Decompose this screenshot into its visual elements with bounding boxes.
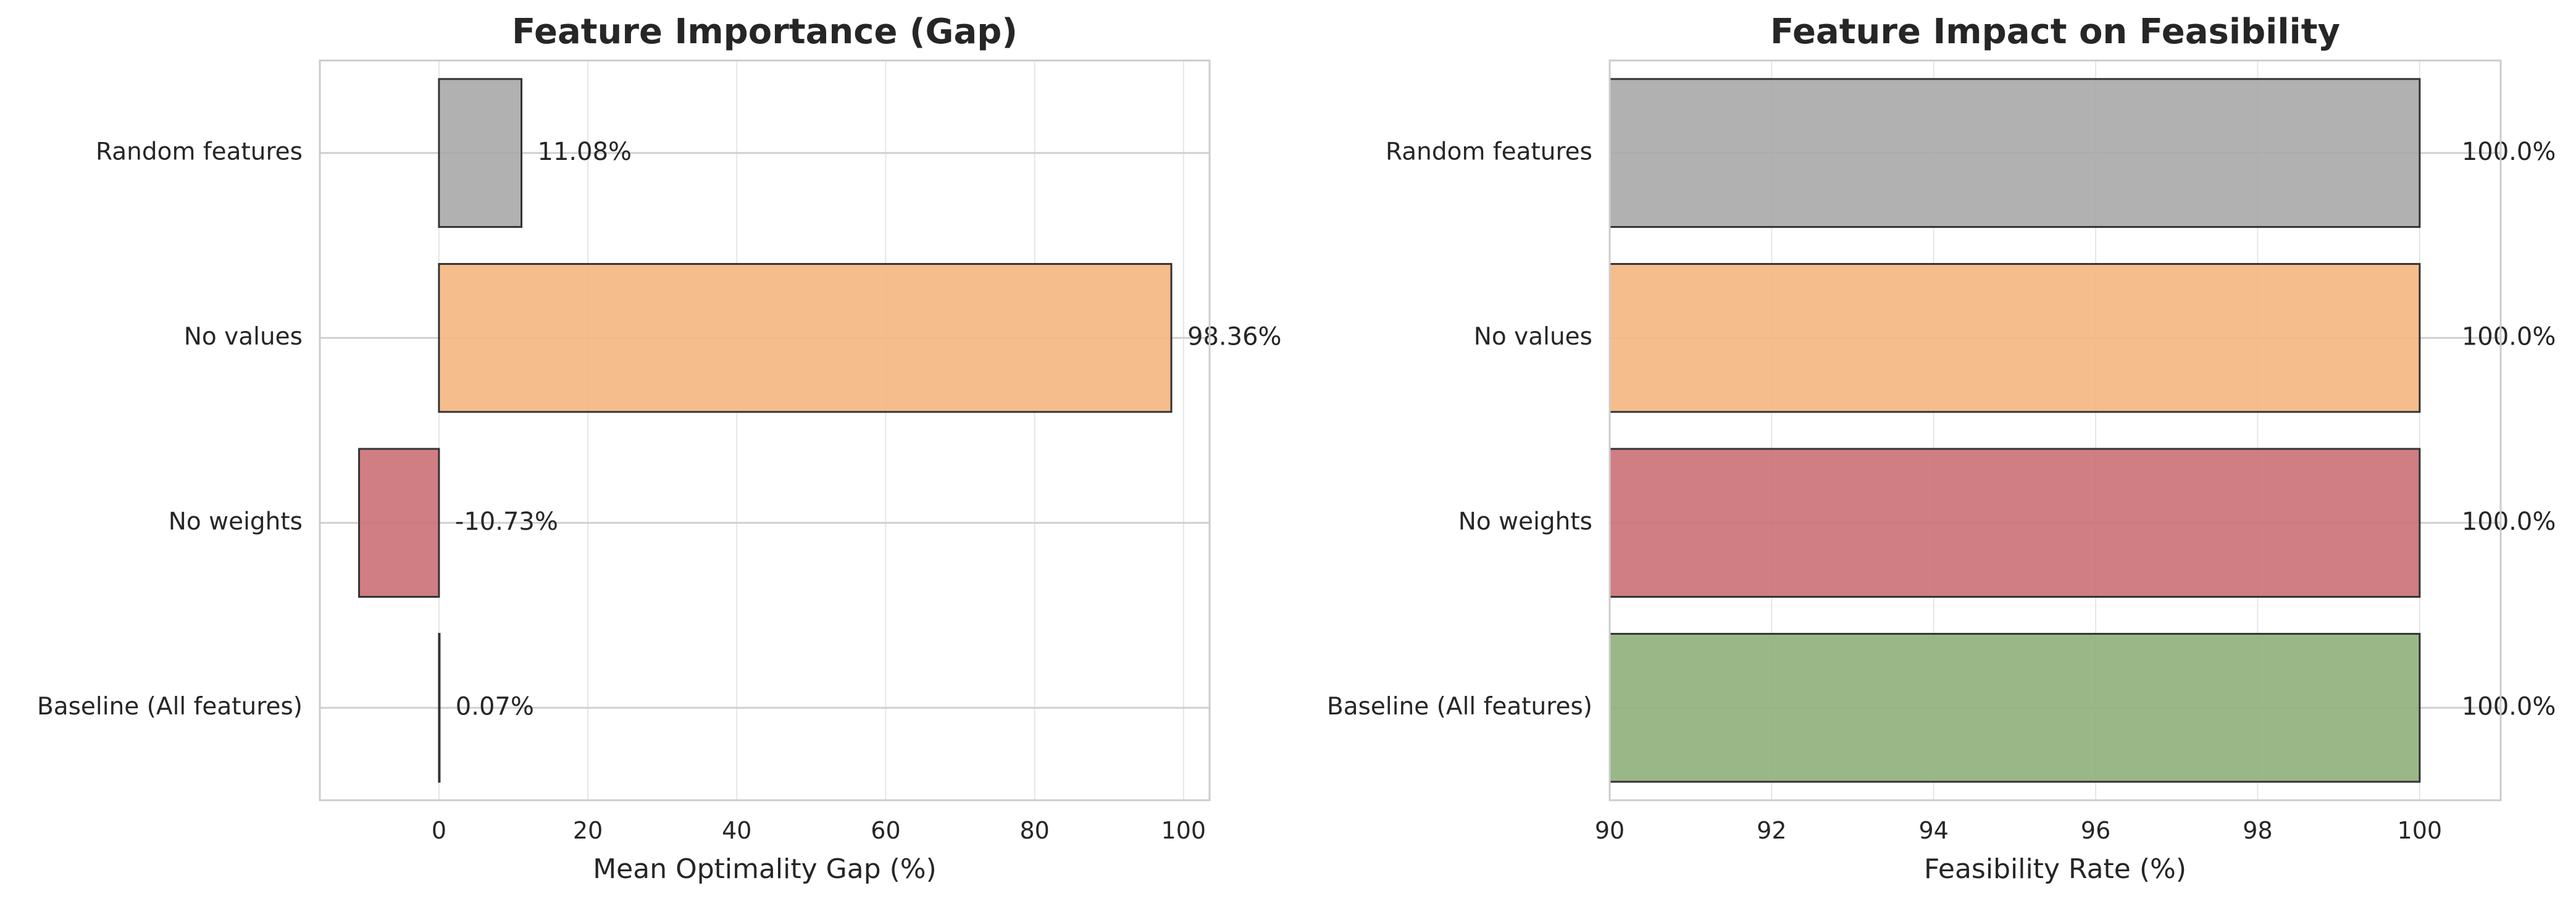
x-axis-label: Mean Optimality Gap (%) — [593, 853, 937, 885]
y-tick-label: Baseline (All features) — [37, 693, 303, 721]
data-label: 0.07% — [456, 692, 534, 721]
data-label: 100.0% — [2462, 138, 2556, 166]
x-axis-label: Feasibility Rate (%) — [1924, 853, 2186, 885]
x-tick-label: 90 — [1595, 817, 1625, 844]
y-tick-label: Random features — [1386, 138, 1592, 165]
bar — [1608, 262, 2421, 413]
chart-title: Feature Importance (Gap) — [512, 12, 1018, 52]
y-tick-label: Random features — [96, 138, 303, 165]
x-tick-label: 20 — [573, 817, 603, 844]
x-tick-label: 92 — [1757, 817, 1786, 844]
chart-title: Feature Impact on Feasibility — [1770, 12, 2340, 52]
x-tick-label: 96 — [2081, 817, 2110, 844]
chart-feature-importance: Feature Importance (Gap) Mean Optimality… — [37, 12, 1282, 885]
data-label: 100.0% — [2462, 322, 2556, 351]
bar — [1608, 448, 2421, 598]
y-tick-label: No values — [1474, 323, 1592, 351]
x-tick-label: 40 — [722, 817, 751, 844]
y-tick-label: No weights — [169, 508, 303, 535]
x-tick-label: 98 — [2243, 817, 2272, 844]
y-tick-label: No values — [184, 323, 303, 351]
x-tick-label: 94 — [1919, 817, 1949, 844]
bar — [438, 262, 1173, 413]
data-label: 11.08% — [538, 138, 632, 166]
bar — [1608, 632, 2421, 783]
bar — [1608, 78, 2421, 228]
data-label: 100.0% — [2462, 508, 2556, 536]
chart-feature-feasibility: Feature Impact on Feasibility Feasibilit… — [1327, 12, 2556, 885]
x-tick-label: 60 — [871, 817, 900, 844]
x-tick-label: 0 — [432, 817, 446, 844]
y-tick-label: No weights — [1458, 508, 1592, 535]
data-label: 98.36% — [1187, 322, 1282, 351]
data-label: -10.73% — [455, 508, 558, 536]
bar — [358, 448, 440, 598]
plot-frame — [1608, 59, 2502, 801]
x-tick-label: 100 — [2398, 817, 2443, 844]
plot-frame — [319, 59, 1211, 801]
x-tick-label: 80 — [1019, 817, 1049, 844]
y-tick-label: Baseline (All features) — [1327, 693, 1592, 721]
bar — [438, 78, 523, 228]
data-label: 100.0% — [2462, 692, 2556, 721]
bar — [438, 632, 441, 783]
x-tick-label: 100 — [1161, 817, 1206, 844]
